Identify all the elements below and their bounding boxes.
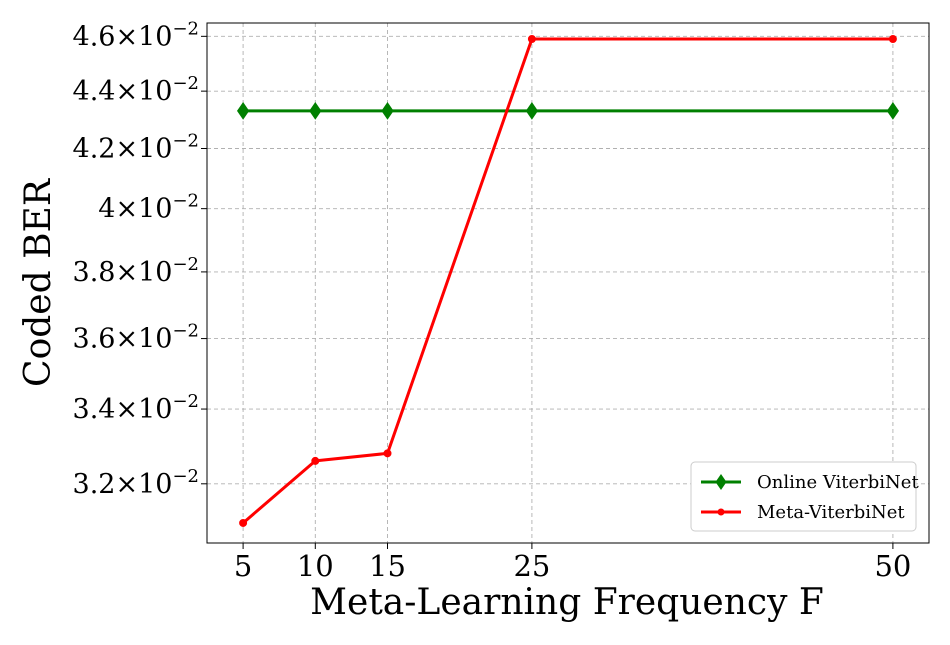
x-tick-label: 25 — [513, 549, 550, 583]
y-tick-label: 4.2×10−2 — [73, 131, 199, 165]
legend-box — [690, 461, 917, 532]
x-axis-ticks: 5 10 15 25 50 — [234, 543, 911, 583]
series-layer — [236, 35, 900, 527]
legend-label: Online ViterbiNet — [757, 472, 919, 493]
data-point — [309, 102, 322, 120]
data-point — [239, 518, 248, 527]
y-tick-label: 4.6×10−2 — [73, 18, 199, 52]
data-point — [886, 102, 900, 120]
plot-frame — [206, 22, 930, 544]
y-tick-label: 3.4×10−2 — [73, 391, 199, 425]
legend: Online ViterbiNet Meta-ViterbiNet — [690, 461, 919, 532]
data-point — [383, 449, 392, 458]
data-point — [888, 35, 897, 44]
x-tick-label: 50 — [874, 549, 911, 583]
y-tick-label: 4×10−2 — [98, 191, 199, 225]
legend-marker — [717, 508, 725, 516]
data-point — [381, 102, 394, 120]
y-tick-label: 3.6×10−2 — [73, 321, 199, 355]
x-tick-label: 15 — [369, 549, 406, 583]
y-axis-label: Coded BER — [18, 178, 59, 387]
data-point — [525, 102, 539, 120]
data-point — [236, 102, 250, 120]
y-axis-ticks: 3.2×10−2 3.4×10−2 3.6×10−2 3.8×10−2 4×10−2 4.… — [73, 18, 207, 500]
x-tick-label: 10 — [297, 549, 334, 583]
y-tick-label: 4.4×10−2 — [73, 73, 199, 107]
legend-marker — [715, 474, 727, 490]
data-point — [527, 35, 536, 44]
data-point — [311, 456, 320, 465]
legend-label: Meta-ViterbiNet — [757, 502, 905, 523]
x-tick-label: 5 — [234, 549, 252, 583]
y-tick-label: 3.8×10−2 — [73, 254, 199, 288]
y-tick-label: 3.2×10−2 — [73, 466, 199, 500]
x-axis-label: Meta-Learning Frequency F — [310, 582, 824, 623]
